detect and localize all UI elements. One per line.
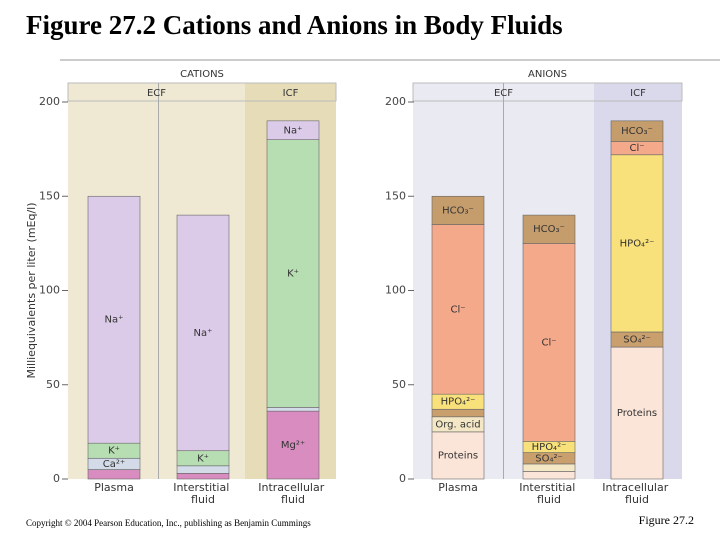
y-axis-label: Milliequivalents per liter (mEq/l) bbox=[25, 202, 38, 378]
bar-segment bbox=[522, 471, 576, 480]
bar-segment bbox=[610, 120, 664, 142]
bar-segment bbox=[431, 431, 485, 480]
segment-label: Na⁺ bbox=[284, 125, 303, 136]
y-tick-label: 100 bbox=[385, 284, 406, 297]
segment-label: HCO₃⁻ bbox=[533, 224, 565, 235]
y-tick-label: 100 bbox=[39, 284, 60, 297]
slide-title: Figure 27.2 Cations and Anions in Body F… bbox=[26, 10, 563, 40]
bar-segment bbox=[266, 407, 320, 412]
bar-segment bbox=[87, 469, 141, 480]
segment-label: Cl⁻ bbox=[450, 304, 465, 315]
bar-segment bbox=[431, 195, 485, 225]
y-tick-label: 50 bbox=[46, 378, 60, 391]
region-label: ICF bbox=[283, 88, 299, 99]
region-header bbox=[412, 82, 683, 102]
bar-segment bbox=[522, 463, 576, 472]
x-tick-label: Plasma bbox=[438, 481, 478, 494]
segment-label: HCO₃⁻ bbox=[621, 126, 653, 137]
segment-label: SO₄²⁻ bbox=[535, 453, 563, 464]
segment-label: HPO₄²⁻ bbox=[620, 238, 655, 249]
segment-label: Proteins bbox=[438, 450, 478, 461]
bar-segment bbox=[176, 473, 230, 480]
bar-segment bbox=[87, 195, 141, 444]
y-tick-label: 150 bbox=[39, 189, 60, 202]
segment-label: K⁺ bbox=[287, 269, 299, 280]
figure-label: Figure 27.2 bbox=[639, 513, 694, 527]
bar-segment bbox=[610, 154, 664, 333]
bar-segment bbox=[176, 465, 230, 474]
x-tick-label: Plasma bbox=[94, 481, 134, 494]
segment-label: K⁺ bbox=[197, 453, 209, 464]
chart-title: CATIONS bbox=[180, 69, 224, 80]
bar-segment bbox=[610, 346, 664, 480]
segment-label: HPO₄²⁻ bbox=[441, 397, 476, 408]
y-tick-label: 200 bbox=[39, 95, 60, 108]
segment-label: Na⁺ bbox=[194, 328, 213, 339]
x-tick-label: Interstitial fluid bbox=[519, 481, 579, 506]
bar-segment bbox=[266, 410, 320, 480]
region-header bbox=[67, 82, 337, 102]
bar-segment bbox=[431, 408, 485, 418]
region-label: ECF bbox=[147, 88, 166, 99]
segment-label: SO₄²⁻ bbox=[623, 335, 651, 346]
x-tick-label: Intracellular fluid bbox=[602, 481, 672, 506]
x-tick-label: Intracellular fluid bbox=[258, 481, 328, 506]
chart-title: ANIONS bbox=[528, 69, 567, 80]
y-tick-label: 0 bbox=[399, 472, 406, 485]
segment-label: K⁺ bbox=[108, 446, 120, 457]
bar-segment bbox=[431, 224, 485, 395]
y-tick-label: 200 bbox=[385, 95, 406, 108]
copyright: Copyright © 2004 Pearson Education, Inc.… bbox=[26, 518, 311, 528]
bar-segment bbox=[522, 214, 576, 244]
segment-label: Cl⁻ bbox=[541, 337, 556, 348]
segment-label: Proteins bbox=[617, 408, 657, 419]
bar-segment bbox=[176, 214, 230, 452]
segment-label: Ca²⁺ bbox=[103, 459, 125, 470]
segment-label: HPO₄²⁻ bbox=[532, 442, 567, 453]
bar-segment bbox=[266, 120, 320, 140]
segment-label: Na⁺ bbox=[105, 315, 124, 326]
segment-label: Cl⁻ bbox=[629, 143, 644, 154]
region-label: ECF bbox=[494, 88, 513, 99]
region-label: ICF bbox=[630, 88, 646, 99]
x-tick-label: Interstitial fluid bbox=[173, 481, 233, 506]
bar-segment bbox=[522, 243, 576, 442]
y-tick-label: 0 bbox=[53, 472, 60, 485]
y-tick-label: 50 bbox=[392, 378, 406, 391]
segment-label: Mg²⁺ bbox=[281, 440, 305, 451]
segment-label: Org. acid bbox=[435, 419, 480, 430]
segment-label: HCO₃⁻ bbox=[442, 205, 474, 216]
y-tick-label: 150 bbox=[385, 189, 406, 202]
